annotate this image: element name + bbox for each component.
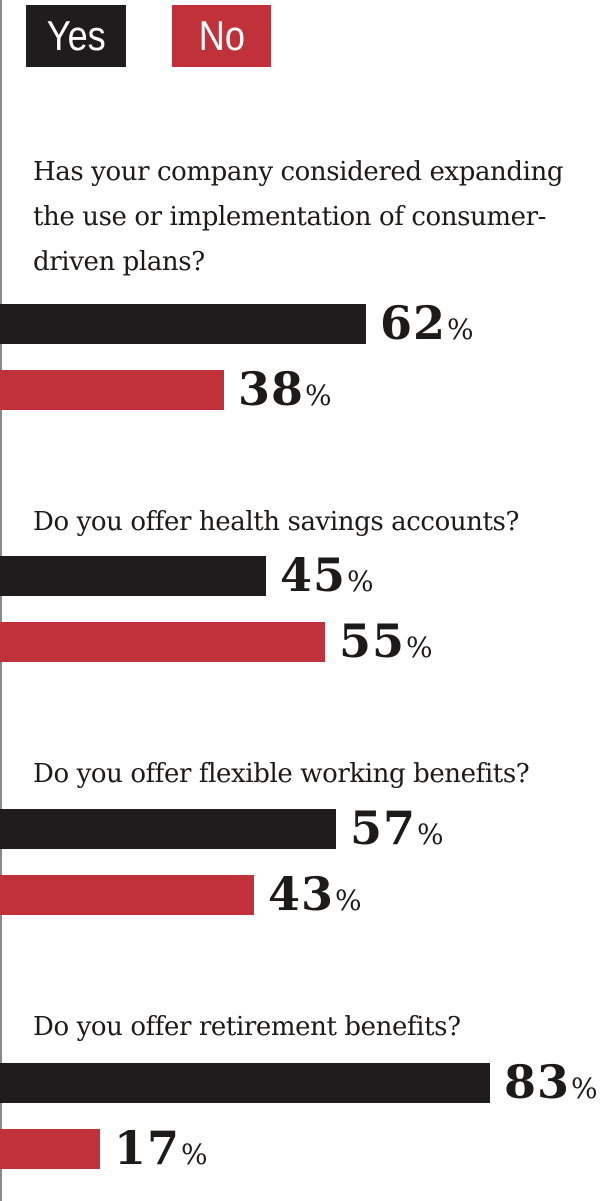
- axis-line: [0, 0, 2, 1201]
- value-label-q2-no: 55%: [339, 614, 433, 668]
- value-label-q4-yes: 83%: [504, 1055, 598, 1109]
- value-label-q4-no: 17%: [114, 1121, 208, 1175]
- percent-sign: %: [335, 884, 362, 917]
- percent-sign: %: [571, 1072, 598, 1105]
- value-q4-yes: 83: [504, 1055, 571, 1109]
- percent-sign: %: [181, 1138, 208, 1171]
- legend-no: No: [172, 5, 271, 67]
- bar-q4-no: [0, 1129, 100, 1169]
- question-3-text: Do you offer flexible working benefits?: [33, 759, 530, 789]
- question-1-text: Has your company considered expanding th…: [33, 157, 564, 277]
- question-4-text: Do you offer retirement benefits?: [33, 1012, 461, 1042]
- percent-sign: %: [305, 379, 332, 412]
- percent-sign: %: [406, 631, 433, 664]
- value-q3-no: 43: [268, 867, 335, 921]
- value-q2-no: 55: [339, 614, 406, 668]
- bar-q1-no: [0, 370, 224, 410]
- bar-q1-yes: [0, 304, 366, 344]
- percent-sign: %: [447, 313, 474, 346]
- bar-q2-no: [0, 622, 325, 662]
- question-2-text: Do you offer health savings accounts?: [33, 507, 520, 537]
- value-label-q3-yes: 57%: [350, 801, 444, 855]
- legend-no-label: No: [198, 12, 245, 59]
- percent-sign: %: [347, 565, 374, 598]
- value-q1-no: 38: [238, 362, 305, 416]
- value-q3-yes: 57: [350, 801, 417, 855]
- bar-q3-no: [0, 875, 254, 915]
- bar-q3-yes: [0, 809, 336, 849]
- value-q1-yes: 62: [380, 296, 447, 350]
- value-q2-yes: 45: [280, 548, 347, 602]
- legend-yes-label: Yes: [46, 12, 106, 59]
- percent-sign: %: [417, 818, 444, 851]
- bar-q4-yes: [0, 1063, 490, 1103]
- bar-q2-yes: [0, 556, 266, 596]
- value-label-q1-yes: 62%: [380, 296, 474, 350]
- value-label-q3-no: 43%: [268, 867, 362, 921]
- value-label-q1-no: 38%: [238, 362, 332, 416]
- value-q4-no: 17: [114, 1121, 181, 1175]
- value-label-q2-yes: 45%: [280, 548, 374, 602]
- legend-yes: Yes: [26, 5, 126, 67]
